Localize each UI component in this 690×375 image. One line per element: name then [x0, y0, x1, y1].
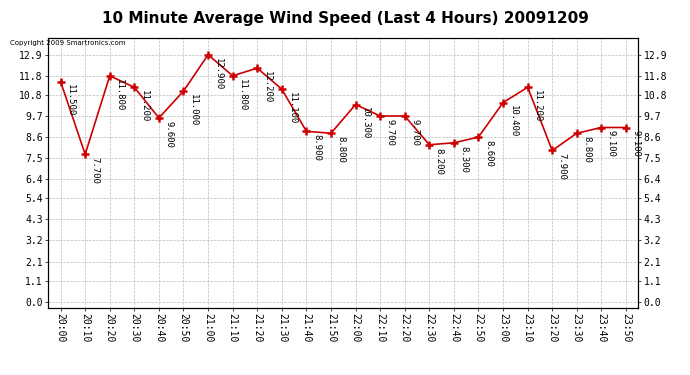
Text: 8.300: 8.300 [460, 146, 469, 172]
Text: 9.100: 9.100 [607, 130, 616, 157]
Text: 11.100: 11.100 [287, 92, 297, 124]
Text: 12.200: 12.200 [263, 71, 272, 103]
Text: 10.400: 10.400 [509, 105, 518, 138]
Text: 8.800: 8.800 [582, 136, 591, 163]
Text: 8.200: 8.200 [435, 147, 444, 174]
Text: 8.900: 8.900 [312, 134, 321, 161]
Text: 11.000: 11.000 [189, 94, 198, 126]
Text: 9.700: 9.700 [386, 119, 395, 146]
Text: 9.600: 9.600 [164, 121, 173, 148]
Text: 8.600: 8.600 [484, 140, 493, 167]
Text: 9.100: 9.100 [631, 130, 640, 157]
Text: 7.900: 7.900 [558, 153, 566, 180]
Text: 10 Minute Average Wind Speed (Last 4 Hours) 20091209: 10 Minute Average Wind Speed (Last 4 Hou… [101, 11, 589, 26]
Text: 11.800: 11.800 [238, 79, 247, 111]
Text: 9.700: 9.700 [411, 119, 420, 146]
Text: 11.800: 11.800 [115, 79, 124, 111]
Text: Copyright 2009 Smartronics.com: Copyright 2009 Smartronics.com [10, 40, 126, 46]
Text: 10.300: 10.300 [361, 107, 370, 140]
Text: 8.800: 8.800 [337, 136, 346, 163]
Text: 11.200: 11.200 [140, 90, 149, 122]
Text: 7.700: 7.700 [90, 157, 100, 184]
Text: 12.900: 12.900 [214, 57, 223, 90]
Text: 11.200: 11.200 [533, 90, 542, 122]
Text: 11.500: 11.500 [66, 84, 75, 117]
